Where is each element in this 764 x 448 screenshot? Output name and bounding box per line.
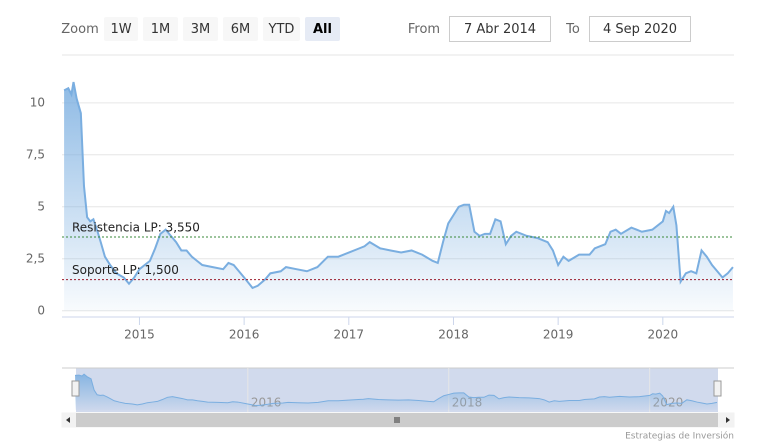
to-input[interactable]: 4 Sep 2020 [589, 16, 691, 42]
scroll-right [726, 417, 730, 423]
zoom-button[interactable]: 1W [104, 17, 138, 41]
navigator-series-fill [75, 374, 717, 410]
zoom-button[interactable]: All [305, 17, 340, 41]
zoom-button[interactable]: 3M [183, 17, 218, 41]
plot-line-label: Resistencia LP: 3,550 [72, 220, 200, 234]
zoom-button[interactable]: YTD [263, 17, 300, 41]
series-fill [64, 82, 733, 311]
from-input[interactable]: 7 Abr 2014 [449, 16, 551, 42]
x-tick-label: 2020 [648, 328, 679, 342]
x-tick-label: 2019 [543, 328, 574, 342]
navigator-handle [713, 380, 722, 397]
scroll-left [66, 417, 70, 423]
y-tick-label: 2,5 [26, 251, 45, 265]
y-tick-label: 5 [37, 199, 45, 213]
y-tick-label: 10 [30, 95, 45, 109]
x-tick-label: 2018 [438, 328, 469, 342]
x-tick-label: 2017 [334, 328, 365, 342]
navigator-series-line [74, 373, 718, 407]
to-label: To [566, 21, 580, 37]
zoom-label: Zoom [61, 21, 99, 37]
series-line [63, 81, 734, 290]
x-tick-label: 2015 [124, 328, 155, 342]
zoom-button[interactable]: 1M [143, 17, 178, 41]
y-tick-label: 0 [37, 303, 45, 317]
credits: Estrategias de Inversión [625, 431, 734, 442]
navigator-handle [71, 380, 80, 397]
from-label: From [407, 21, 441, 37]
y-tick-label: 7,5 [26, 147, 45, 161]
zoom-button[interactable]: 6M [223, 17, 258, 41]
x-tick-label: 2016 [229, 328, 260, 342]
plot-line-label: Soporte LP: 1,500 [72, 263, 179, 277]
